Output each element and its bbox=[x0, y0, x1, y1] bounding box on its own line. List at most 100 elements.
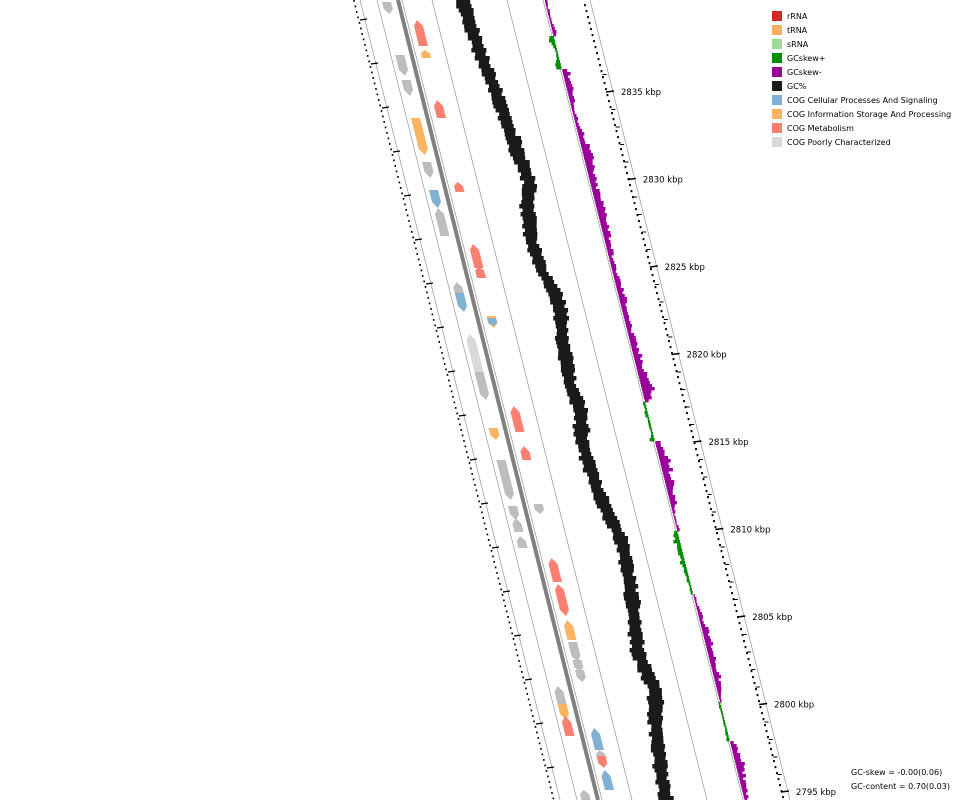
gc-skew-positive bbox=[688, 582, 691, 586]
ruler-dot bbox=[599, 64, 601, 67]
gc-content-band bbox=[456, 0, 674, 800]
ruler-dot bbox=[773, 760, 775, 763]
ruler-dot bbox=[423, 280, 425, 283]
legend-label-cog-metabolism: COG Metabolism bbox=[787, 123, 854, 133]
ruler-dot bbox=[500, 588, 502, 591]
ruler-dot bbox=[533, 720, 535, 723]
gc-skew-positive bbox=[549, 39, 555, 43]
legend-item-cog-information: COG Information Storage And Processing bbox=[772, 107, 960, 121]
ruler-dot bbox=[759, 706, 762, 709]
ruler-dot bbox=[636, 214, 639, 217]
gc-skew-negative bbox=[546, 6, 548, 10]
ruler-dot bbox=[704, 484, 706, 487]
gc-skew-positive bbox=[673, 540, 680, 544]
ruler-dot bbox=[692, 436, 694, 439]
kbp-tick-mark bbox=[649, 265, 658, 268]
ruler-dot bbox=[731, 592, 733, 595]
ruler-dot bbox=[738, 622, 741, 625]
ruler-dot bbox=[657, 298, 660, 301]
gc-skew-negative bbox=[694, 597, 697, 601]
gc-skew-negative bbox=[665, 480, 675, 484]
kbp-tick-label: 2810 kbp bbox=[730, 526, 770, 536]
ruler-dot bbox=[725, 568, 727, 571]
gc-skew-negative bbox=[578, 135, 584, 139]
ruler-dot bbox=[728, 580, 730, 583]
ruler-dot bbox=[698, 460, 700, 463]
gc-skew-negative bbox=[569, 99, 575, 103]
gene-arrow bbox=[520, 446, 532, 460]
gc-skew-negative bbox=[666, 486, 673, 490]
ruler-dot bbox=[508, 621, 511, 624]
gc-content-stat: GC-content = 0.70(0.03) bbox=[851, 782, 950, 791]
gc-skew-positive bbox=[725, 729, 728, 733]
ruler-dot bbox=[549, 786, 552, 789]
ruler-dot bbox=[391, 154, 394, 156]
gene-arrow bbox=[554, 686, 567, 706]
gc-skew-negative bbox=[599, 216, 607, 220]
ruler-dot bbox=[680, 388, 682, 391]
kbp-tick-label: 2805 kbp bbox=[752, 613, 792, 623]
ruler-dot bbox=[448, 379, 450, 382]
ruler-dot bbox=[641, 232, 643, 235]
gc-skew-negative bbox=[642, 390, 652, 394]
ruler-minor-tick bbox=[381, 106, 390, 109]
gc-skew-negative bbox=[699, 618, 703, 622]
gc-skew-positive bbox=[720, 708, 722, 712]
gc-skew-negative bbox=[575, 120, 578, 124]
gc-skew-negative bbox=[731, 744, 737, 748]
legend-item-trna: tRNA bbox=[772, 23, 960, 37]
gc-skew-negative bbox=[668, 492, 673, 496]
gc-skew-positive bbox=[726, 738, 730, 742]
kbp-tick-label: 2835 kbp bbox=[621, 88, 661, 98]
ruler-dot bbox=[492, 555, 494, 558]
gene-arrow bbox=[564, 620, 577, 640]
ruler-dot bbox=[668, 340, 670, 343]
ruler-dot bbox=[732, 598, 735, 601]
ruler-dot bbox=[412, 236, 414, 239]
ruler-dot bbox=[611, 112, 613, 115]
ruler-dot bbox=[402, 198, 405, 200]
ruler-dot bbox=[779, 784, 781, 787]
ruler-minor-tick bbox=[392, 150, 401, 153]
gc-skew-negative bbox=[591, 186, 596, 190]
ruler-dot bbox=[518, 660, 520, 662]
gc-skew-negative bbox=[633, 354, 643, 358]
gc-skew-negative bbox=[578, 132, 585, 136]
gene-arrow bbox=[488, 428, 500, 440]
gc-skew-negative bbox=[606, 246, 611, 250]
gc-skew-positive bbox=[685, 573, 689, 577]
gc-skew-negative bbox=[743, 795, 749, 799]
gc-skew-negative bbox=[640, 381, 650, 385]
gc-skew-negative bbox=[627, 330, 632, 334]
gc-skew-negative bbox=[566, 84, 573, 88]
kbp-tick-mark bbox=[671, 352, 680, 356]
gc-skew-negative bbox=[674, 519, 677, 523]
kbp-tick-label: 2830 kbp bbox=[643, 176, 683, 186]
gc-skew-positive bbox=[677, 546, 682, 550]
gc-skew-negative bbox=[615, 282, 621, 286]
guide-line bbox=[401, 0, 603, 800]
ruler-dot bbox=[487, 539, 490, 541]
gc-skew-negative bbox=[713, 672, 719, 676]
ruler-dot bbox=[482, 517, 484, 519]
gc-skew-negative bbox=[705, 642, 714, 646]
gc-skew-negative bbox=[605, 243, 611, 247]
gc-skew-positive bbox=[650, 435, 654, 439]
ruler-minor-tick bbox=[513, 634, 522, 637]
gc-skew-positive bbox=[673, 534, 679, 538]
gc-skew-negative bbox=[632, 351, 639, 355]
ruler-dot bbox=[465, 451, 468, 453]
gc-skew-positive bbox=[650, 429, 653, 433]
gene-arrow bbox=[508, 506, 520, 520]
gc-skew-negative bbox=[622, 309, 627, 313]
gene-arrow bbox=[422, 162, 434, 178]
ruler-dot bbox=[409, 225, 412, 228]
gene-arrow bbox=[414, 20, 428, 46]
gc-skew-negative bbox=[658, 453, 665, 457]
legend-label-gc-percent: GC% bbox=[787, 81, 807, 91]
ruler-dot bbox=[597, 58, 600, 61]
gc-skew-negative bbox=[711, 666, 716, 670]
gc-skew-negative bbox=[677, 528, 680, 532]
legend-swatch-trna bbox=[772, 25, 782, 35]
ruler-dot bbox=[441, 352, 443, 354]
